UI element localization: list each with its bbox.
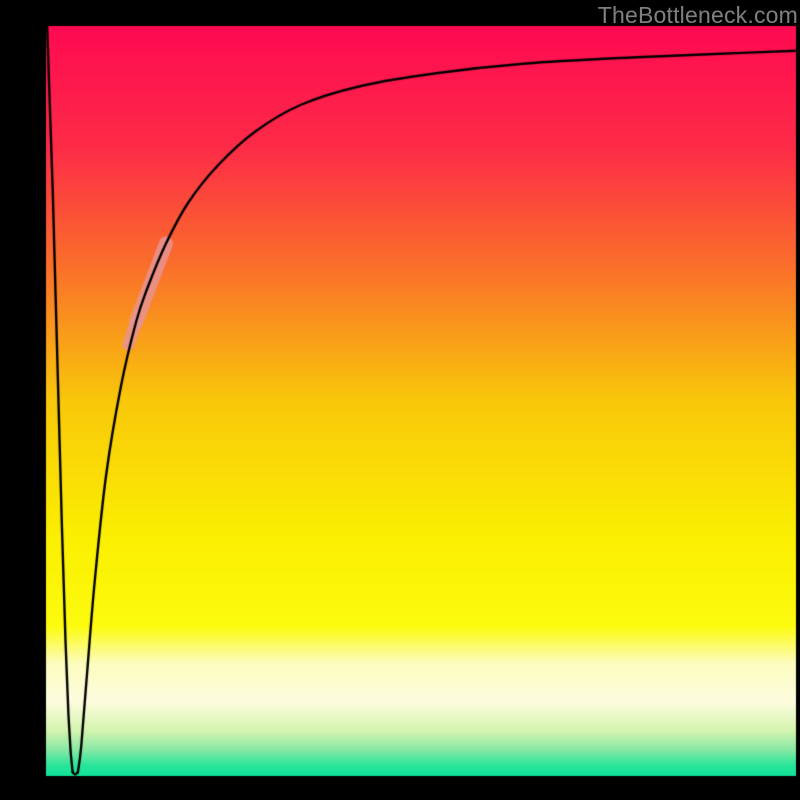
bottleneck-curve-chart	[0, 0, 800, 800]
watermark-text: TheBottleneck.com	[598, 2, 798, 29]
